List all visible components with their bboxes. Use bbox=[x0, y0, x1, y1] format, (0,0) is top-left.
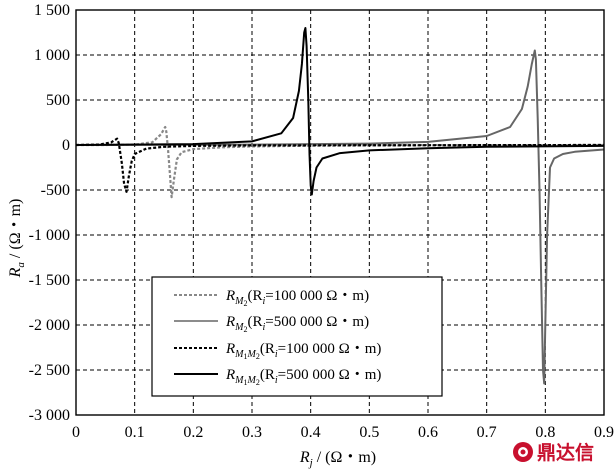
legend-label-1: RM2(Ri=100 000 Ω・m) bbox=[225, 288, 369, 308]
y-axis-label: Ra / (Ω・m) bbox=[7, 199, 27, 279]
y-tick-label: -500 bbox=[41, 182, 70, 199]
legend-label-4: RM1M2(Ri=500 000 Ω・m) bbox=[225, 367, 381, 387]
watermark-text: 鼎达信 bbox=[537, 441, 594, 464]
y-axis-ticks: 1 500 1 000 500 0 -500 -1 000 -1 500 -2 000 -2 5… bbox=[29, 2, 70, 424]
x-tick-label: 0.9 bbox=[594, 424, 614, 441]
watermark-logo: 鼎达信 bbox=[513, 441, 594, 464]
x-tick-label: 0.4 bbox=[301, 424, 321, 441]
x-tick-label: 0 bbox=[72, 424, 80, 441]
legend-label-2: RM2(Ri=500 000 Ω・m) bbox=[225, 314, 369, 334]
series-line-4 bbox=[75, 27, 605, 196]
x-tick-label: 0.2 bbox=[183, 424, 203, 441]
y-tick-label: 500 bbox=[46, 92, 70, 109]
x-tick-label: 0.7 bbox=[477, 424, 497, 441]
y-tick-label: 0 bbox=[62, 137, 70, 154]
y-tick-label: -3 000 bbox=[29, 407, 70, 424]
legend-label-3: RM1M2(Ri=100 000 Ω・m) bbox=[225, 341, 381, 361]
legend: RM2(Ri=100 000 Ω・m) RM2(Ri=500 000 Ω・m) … bbox=[151, 276, 443, 397]
y-tick-label: -2 500 bbox=[29, 362, 70, 379]
x-axis-label: Rj / (Ω・m) bbox=[299, 449, 376, 469]
x-tick-label: 0.5 bbox=[359, 424, 379, 441]
x-axis-ticks: 0 0.1 0.2 0.3 0.4 0.5 0.6 0.7 0.8 0.9 bbox=[72, 424, 614, 441]
x-tick-label: 0.6 bbox=[418, 424, 438, 441]
plot-frame bbox=[75, 9, 605, 416]
x-tick-label: 0.3 bbox=[242, 424, 262, 441]
legend-box bbox=[151, 276, 443, 397]
y-tick-label: 1 000 bbox=[34, 47, 70, 64]
series-line-3 bbox=[75, 137, 605, 193]
x-tick-label: 0.8 bbox=[535, 424, 555, 441]
series-line-2 bbox=[75, 49, 605, 385]
y-tick-label: -1 000 bbox=[29, 227, 70, 244]
y-tick-label: 1 500 bbox=[34, 2, 70, 19]
series-lines bbox=[75, 27, 605, 385]
y-tick-label: -1 500 bbox=[29, 272, 70, 289]
series-line-1 bbox=[76, 125, 605, 199]
x-tick-label: 0.1 bbox=[125, 424, 145, 441]
y-tick-label: -2 000 bbox=[29, 317, 70, 334]
